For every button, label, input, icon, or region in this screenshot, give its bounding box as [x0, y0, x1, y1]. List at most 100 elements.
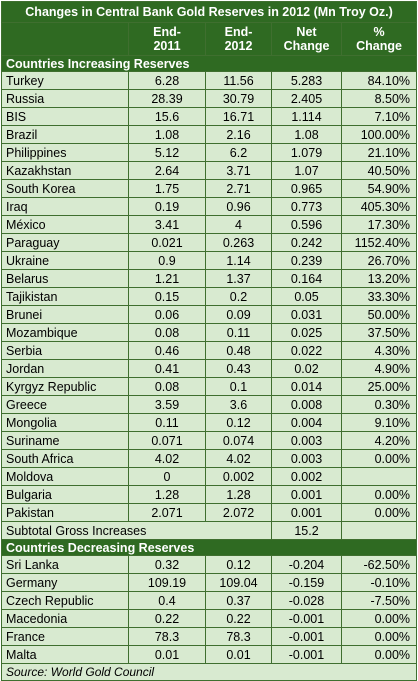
country-cell: Jordan — [1, 359, 129, 378]
end-2012-cell: 78.3 — [205, 627, 272, 646]
table-row: Brunei 0.06 0.09 0.031 50.00% — [1, 305, 418, 324]
source-note: Source: World Gold Council — [0, 663, 418, 681]
pct-change-cell: 17.30% — [340, 215, 418, 234]
country-cell: Kyrgyz Republic — [1, 377, 129, 396]
table-row: Philippines 5.12 6.2 1.079 21.10% — [1, 143, 418, 162]
country-cell: Moldova — [1, 467, 129, 486]
pct-change-cell: 8.50% — [340, 89, 418, 108]
country-cell: Paraguay — [1, 233, 129, 252]
end-2012-cell: 0.074 — [205, 431, 272, 450]
country-cell: Czech Republic — [1, 591, 129, 610]
end-2012-cell: 3.6 — [205, 395, 272, 414]
table-row: Mozambique 0.08 0.11 0.025 37.50% — [1, 323, 418, 342]
pct-change-cell: 4.30% — [340, 341, 418, 360]
end-2011-cell: 3.41 — [128, 215, 206, 234]
country-cell: Philippines — [1, 143, 129, 162]
net-change-cell: 5.283 — [271, 71, 342, 90]
pct-change-cell: 13.20% — [340, 269, 418, 288]
net-change-cell: 0.003 — [271, 431, 342, 450]
end-2011-cell: 2.64 — [128, 161, 206, 180]
table-row: Greece 3.59 3.6 0.008 0.30% — [1, 395, 418, 414]
end-2011-cell: 15.6 — [128, 107, 206, 126]
table-row: Mongolia 0.11 0.12 0.004 9.10% — [1, 413, 418, 432]
end-2011-cell: 4.02 — [128, 449, 206, 468]
end-2012-cell: 0.96 — [205, 197, 272, 216]
pct-change-cell: 100.00% — [340, 125, 418, 144]
country-cell: South Africa — [1, 449, 129, 468]
section-header-row: Countries Decreasing Reserves — [0, 539, 418, 556]
table-row: Suriname 0.071 0.074 0.003 4.20% — [1, 431, 418, 450]
end-2011-cell: 0.021 — [128, 233, 206, 252]
pct-change-cell: 40.50% — [340, 161, 418, 180]
end-2012-cell: 30.79 — [205, 89, 272, 108]
net-change-cell: 0.773 — [271, 197, 342, 216]
pct-change-cell: 0.30% — [340, 395, 418, 414]
subtotal-row: Subtotal Gross Increases 15.2 — [1, 521, 418, 540]
table-row: France 78.3 78.3 -0.001 0.00% — [1, 627, 418, 646]
end-2011-cell: 0.06 — [128, 305, 206, 324]
pct-change-cell: 9.10% — [340, 413, 418, 432]
net-change-cell: 1.079 — [271, 143, 342, 162]
header-end-2012: End- 2012 — [205, 22, 272, 56]
header-net-change-line2: Change — [283, 39, 330, 53]
net-change-cell: 0.001 — [271, 485, 342, 504]
end-2011-cell: 0.46 — [128, 341, 206, 360]
pct-change-cell: 21.10% — [340, 143, 418, 162]
table-row: Jordan 0.41 0.43 0.02 4.90% — [1, 359, 418, 378]
pct-change-cell: -62.50% — [340, 555, 418, 574]
country-cell: Serbia — [1, 341, 129, 360]
end-2011-cell: 2.071 — [128, 503, 206, 522]
end-2012-cell: 4 — [205, 215, 272, 234]
pct-change-cell: 0.00% — [340, 485, 418, 504]
country-cell: Russia — [1, 89, 129, 108]
net-change-cell: 0.004 — [271, 413, 342, 432]
end-2012-cell: 11.56 — [205, 71, 272, 90]
net-change-cell: 1.08 — [271, 125, 342, 144]
header-pct-change-line1: % — [373, 25, 385, 39]
end-2012-cell: 0.002 — [205, 467, 272, 486]
header-end-2012-line2: 2012 — [224, 39, 253, 53]
country-cell: Brunei — [1, 305, 129, 324]
end-2012-cell: 1.37 — [205, 269, 272, 288]
country-cell: Mozambique — [1, 323, 129, 342]
end-2012-cell: 2.072 — [205, 503, 272, 522]
header-end-2011: End- 2011 — [128, 22, 206, 56]
end-2012-cell: 2.16 — [205, 125, 272, 144]
table-title: Changes in Central Bank Gold Reserves in… — [0, 1, 418, 23]
subtotal-pct-empty — [340, 521, 418, 540]
end-2012-cell: 2.71 — [205, 179, 272, 198]
net-change-cell: 0.965 — [271, 179, 342, 198]
end-2012-cell: 0.12 — [205, 413, 272, 432]
table-row: Ukraine 0.9 1.14 0.239 26.70% — [1, 251, 418, 270]
pct-change-cell: 25.00% — [340, 377, 418, 396]
pct-change-cell: 1152.40% — [340, 233, 418, 252]
end-2011-cell: 6.28 — [128, 71, 206, 90]
pct-change-cell: 50.00% — [340, 305, 418, 324]
country-cell: México — [1, 215, 129, 234]
header-net-change-line1: Net — [296, 25, 317, 39]
country-cell: Iraq — [1, 197, 129, 216]
pct-change-cell: 4.90% — [340, 359, 418, 378]
net-change-cell: -0.159 — [271, 573, 342, 592]
header-end-2011-line2: 2011 — [153, 39, 181, 53]
end-2011-cell: 0 — [128, 467, 206, 486]
pct-change-cell: 405.30% — [340, 197, 418, 216]
pct-change-cell: 0.00% — [340, 609, 418, 628]
table-row: Turkey 6.28 11.56 5.283 84.10% — [1, 71, 418, 90]
country-cell: Sri Lanka — [1, 555, 129, 574]
header-net-change: Net Change — [271, 22, 342, 56]
table-row: Moldova 0 0.002 0.002 — [1, 467, 418, 486]
end-2012-cell: 0.11 — [205, 323, 272, 342]
table-row: Kazakhstan 2.64 3.71 1.07 40.50% — [1, 161, 418, 180]
net-change-cell: 0.164 — [271, 269, 342, 288]
end-2011-cell: 0.4 — [128, 591, 206, 610]
end-2011-cell: 78.3 — [128, 627, 206, 646]
end-2012-cell: 0.1 — [205, 377, 272, 396]
net-change-cell: 0.003 — [271, 449, 342, 468]
table-title-row: Changes in Central Bank Gold Reserves in… — [0, 1, 418, 23]
end-2012-cell: 3.71 — [205, 161, 272, 180]
table-row: Pakistan 2.071 2.072 0.001 0.00% — [1, 503, 418, 522]
end-2011-cell: 1.08 — [128, 125, 206, 144]
